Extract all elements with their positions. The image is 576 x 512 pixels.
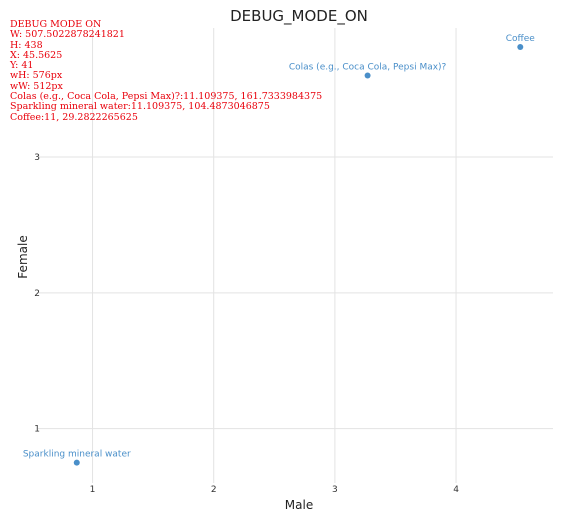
debug-line: H: 438 <box>10 39 43 51</box>
debug-line: Colas (e.g., Coca Cola, Pepsi Max)?:11.1… <box>10 91 323 103</box>
x-axis-ticks: 1 2 3 4 <box>90 485 460 495</box>
debug-line: wH: 576px <box>10 70 63 82</box>
data-point-label: Coffee <box>506 34 536 44</box>
y-axis-title: Female <box>16 235 30 278</box>
data-point <box>364 72 371 79</box>
x-axis-title: Male <box>285 498 313 512</box>
debug-line: wW: 512px <box>10 80 63 92</box>
debug-line: X: 45.5625 <box>10 49 63 61</box>
debug-line: Sparkling mineral water:11.109375, 104.4… <box>10 101 270 113</box>
debug-line: W: 507.5022878241821 <box>10 29 125 41</box>
y-tick-label: 1 <box>34 425 40 435</box>
debug-line: Coffee:11, 29.2822265625 <box>10 111 138 123</box>
data-point <box>517 44 524 51</box>
y-axis-ticks: 1 2 3 <box>34 153 40 435</box>
debug-overlay: DEBUG MODE ON W: 507.5022878241821 H: 438 X… <box>10 19 323 123</box>
data-point-label: Colas (e.g., Coca Cola, Pepsi Max)? <box>289 63 447 73</box>
data-point-label: Sparkling mineral water <box>23 450 131 460</box>
y-tick-label: 3 <box>34 153 40 163</box>
data-points: Coffee Colas (e.g., Coca Cola, Pepsi Max)… <box>23 34 535 466</box>
grid-lines <box>38 28 553 483</box>
x-tick-label: 2 <box>211 485 217 495</box>
x-tick-label: 3 <box>332 485 338 495</box>
x-tick-label: 4 <box>453 485 459 495</box>
x-tick-label: 1 <box>90 485 96 495</box>
chart-title: DEBUG_MODE_ON <box>230 7 368 26</box>
data-point <box>73 459 80 466</box>
y-tick-label: 2 <box>34 289 40 299</box>
debug-line: DEBUG MODE ON <box>10 19 102 30</box>
debug-line: Y: 41 <box>10 60 34 72</box>
